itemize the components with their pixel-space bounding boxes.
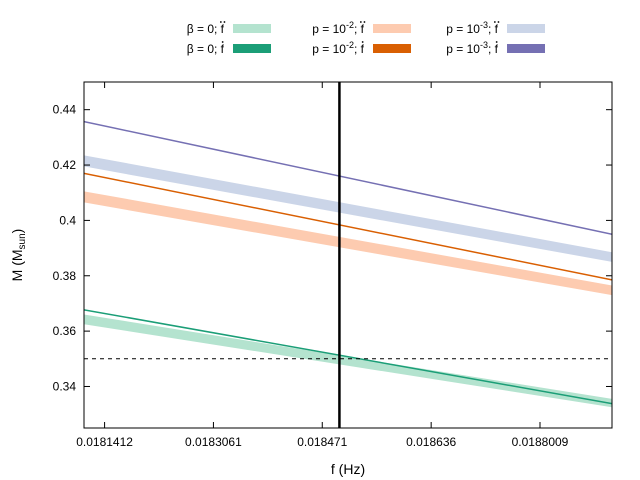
series-p-10-3-f-dot-line [84, 120, 612, 235]
y-tick-label: 0.44 [53, 103, 77, 117]
legend-swatch [507, 24, 545, 33]
legend-swatch [507, 44, 545, 53]
legend-swatch [233, 44, 271, 53]
series-p-10-3-f-ddot-band [84, 155, 612, 262]
legend-dot [221, 41, 224, 43]
y-axis: 0.34 0.36 0.38 0.4 0.42 0.44 [53, 103, 612, 393]
legend-entry-p3_fdd: p = 10-3; f [446, 20, 545, 36]
legend-entry-b0_fdd: β = 0; f [187, 21, 271, 36]
y-tick-label: 0.4 [59, 213, 76, 227]
legend-dot [495, 41, 498, 43]
legend-label: β = 0; f [187, 22, 225, 36]
y-tick-label: 0.34 [53, 379, 77, 393]
legend-entry-p3_fd: p = 10-3; f [446, 40, 545, 56]
series-p-10-2-f-ddot-band [84, 191, 612, 296]
y-axis-label: M (Msun) [9, 229, 28, 282]
legend-label: p = 10-3; f [446, 40, 498, 56]
legend-dot [359, 21, 362, 23]
legend-label: p = 10-2; f [312, 20, 364, 36]
legend-dot [361, 41, 364, 43]
legend: β = 0; f β = 0; f p = 10-2; f p = 10-2; f p … [187, 20, 545, 56]
legend-dot [497, 21, 500, 23]
x-tick-label: 0.0181412 [76, 435, 133, 449]
x-tick-label: 0.018636 [406, 435, 456, 449]
legend-swatch [373, 44, 411, 53]
x-tick-label: 0.018471 [297, 435, 347, 449]
x-tick-label: 0.0183061 [185, 435, 242, 449]
legend-swatch [373, 24, 411, 33]
series--0-f-ddot-band [84, 314, 612, 408]
series-p-10-2-f-dot-line [84, 172, 612, 281]
legend-dot [493, 21, 496, 23]
legend-label: p = 10-2; f [312, 40, 364, 56]
plot-frame [83, 81, 613, 429]
legend-entry-p2_fdd: p = 10-2; f [312, 20, 411, 36]
legend-dot [363, 21, 366, 23]
reference-lines [84, 82, 612, 428]
legend-swatch [233, 24, 271, 33]
series-layer [84, 120, 612, 408]
legend-dot [223, 21, 226, 23]
x-axis: 0.0181412 0.0183061 0.018471 0.018636 0.0188… [76, 82, 569, 449]
x-axis-label: f (Hz) [331, 461, 365, 477]
y-tick-label: 0.38 [53, 269, 77, 283]
x-tick-label: 0.0188009 [512, 435, 569, 449]
legend-entry-b0_fd: β = 0; f [187, 41, 271, 56]
legend-dot [219, 21, 222, 23]
legend-entry-p2_fd: p = 10-2; f [312, 40, 411, 56]
legend-label: β = 0; f [187, 42, 225, 56]
series--0-f-dot-line [84, 309, 612, 405]
y-tick-label: 0.36 [53, 324, 77, 338]
y-tick-label: 0.42 [53, 158, 77, 172]
legend-label: p = 10-3; f [446, 20, 498, 36]
